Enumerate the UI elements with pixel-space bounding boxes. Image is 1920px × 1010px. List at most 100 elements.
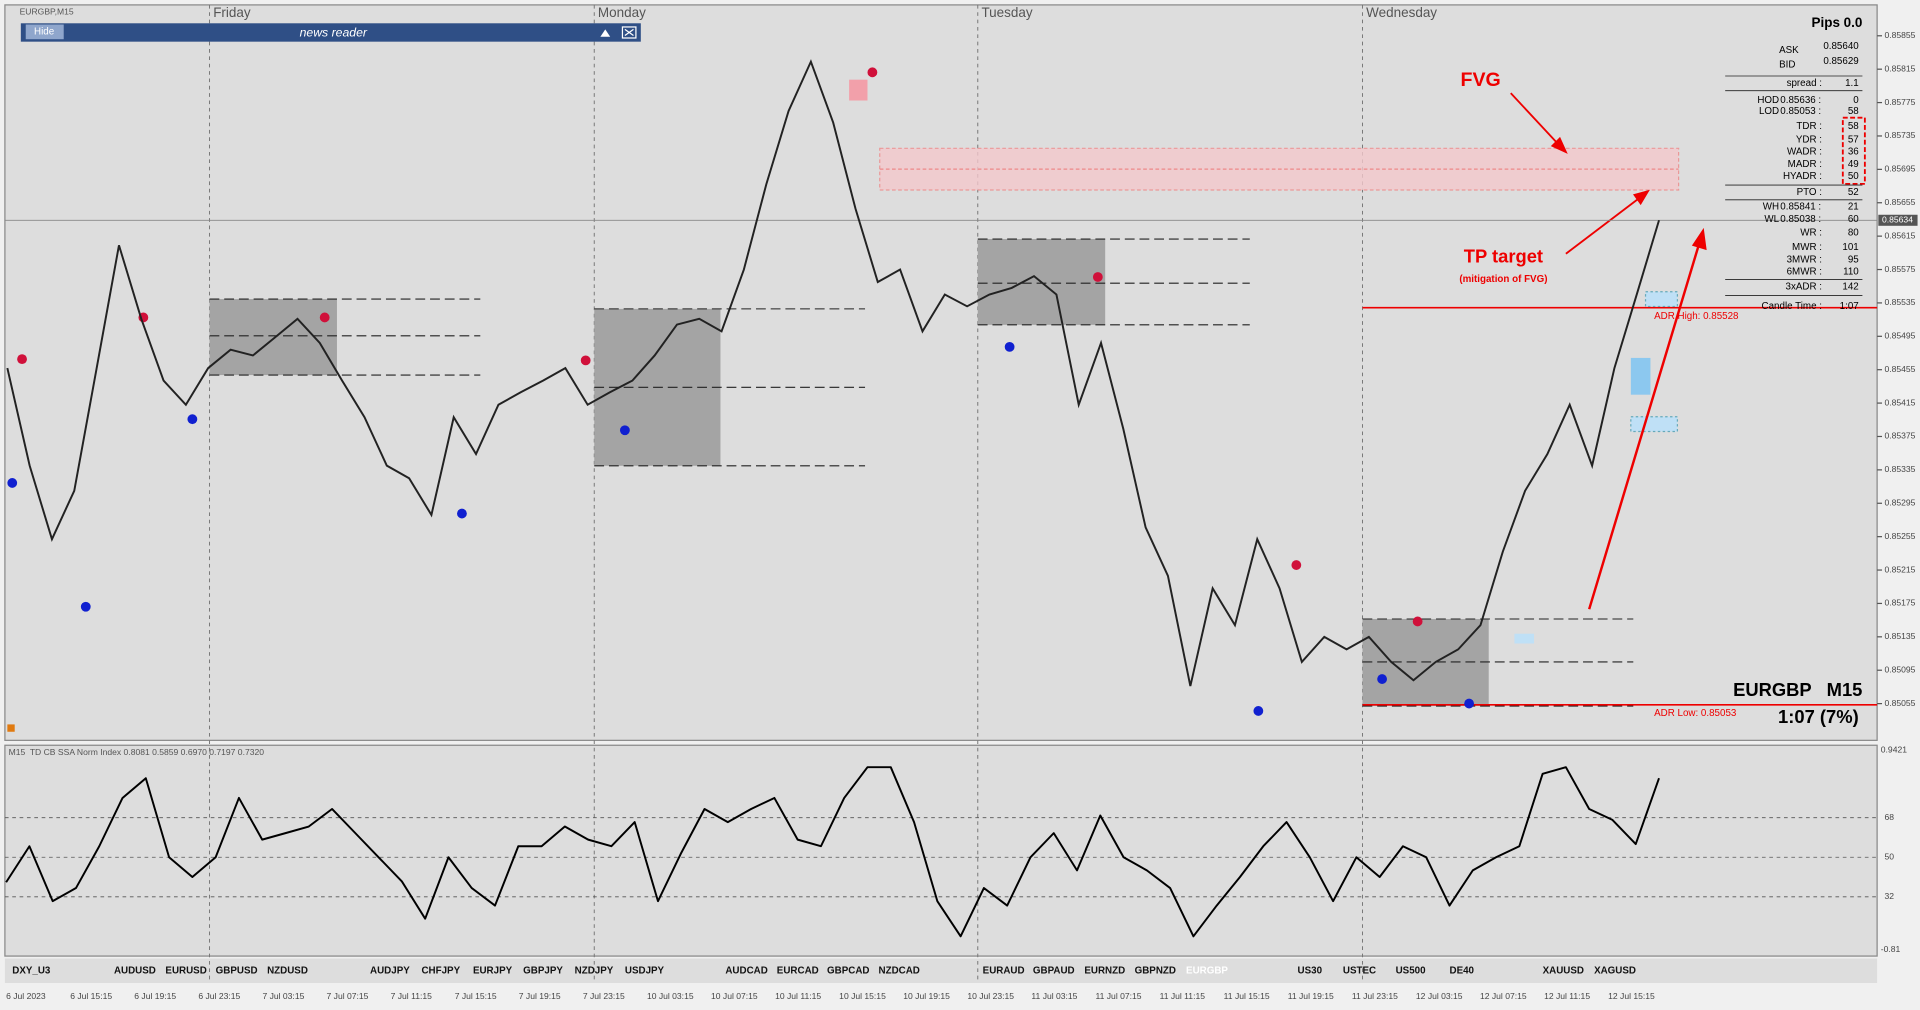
symbol-button[interactable]: EURNZD — [1084, 965, 1125, 976]
oscillator-pane — [4, 744, 1878, 957]
panel-label: WH — [1763, 202, 1779, 213]
time-label: 11 Jul 11:15 — [1160, 991, 1206, 1001]
panel-value: 0.85640 — [1823, 41, 1859, 52]
current-price-label: 0.85634 — [1882, 215, 1913, 225]
symbol-button[interactable]: AUDCAD — [725, 965, 767, 976]
symbol-button[interactable]: NZDUSD — [267, 965, 308, 976]
collapse-icon[interactable] — [600, 29, 611, 37]
time-label: 11 Jul 07:15 — [1096, 991, 1142, 1001]
osc-min: -0.81 — [1881, 944, 1901, 954]
panel-label: BID — [1779, 60, 1795, 71]
time-label: 6 Jul 23:15 — [198, 991, 240, 1001]
panel-label: PTO : — [1797, 187, 1822, 198]
symbol-button[interactable]: XAGUSD — [1594, 965, 1636, 976]
y-tick-label: 0.85695 — [1884, 164, 1915, 174]
time-label: 7 Jul 11:15 — [391, 991, 432, 1001]
symbol-button[interactable]: USTEC — [1343, 965, 1376, 976]
y-tick-label: 0.85415 — [1884, 397, 1915, 407]
panel-label: 3xADR : — [1786, 281, 1822, 292]
symbol-button[interactable]: GBPUSD — [216, 965, 258, 976]
panel-value: 49 — [1848, 159, 1859, 170]
panel-value: 58 — [1848, 106, 1859, 117]
panel-label: HYADR : — [1783, 171, 1822, 182]
symbol-button[interactable]: US30 — [1298, 965, 1323, 976]
panel-label: WL — [1764, 214, 1779, 225]
symbol-button[interactable]: NZDCAD — [879, 965, 920, 976]
y-tick-label: 0.85655 — [1884, 197, 1915, 207]
symbol-button[interactable]: CHFJPY — [421, 965, 460, 976]
panel-value: 36 — [1848, 147, 1859, 158]
y-tick-label: 0.85095 — [1884, 664, 1915, 674]
time-label: 11 Jul 15:15 — [1224, 991, 1270, 1001]
symbol-button[interactable]: EURJPY — [473, 965, 513, 976]
osc-line — [5, 766, 1660, 938]
symbol-button[interactable]: EURUSD — [165, 965, 206, 976]
time-label: 11 Jul 19:15 — [1288, 991, 1334, 1001]
panel-label: MWR : — [1792, 242, 1822, 253]
panel-value: 142 — [1842, 281, 1858, 292]
symbol-button[interactable]: DXY_U3 — [12, 965, 51, 976]
panel-label: 3MWR : — [1787, 254, 1822, 265]
close-icon[interactable] — [621, 26, 637, 39]
time-label: 12 Jul 11:15 — [1544, 991, 1590, 1001]
osc-tick-label: 68 — [1884, 812, 1894, 822]
adr-low: ADR Low: 0.85053 — [1654, 708, 1737, 719]
y-tick-label: 0.85495 — [1884, 331, 1915, 341]
symbol-button[interactable]: EURGBP — [1186, 965, 1228, 976]
day-label: Monday — [598, 5, 646, 20]
time-label: 10 Jul 03:15 — [647, 991, 694, 1001]
symbol-button[interactable]: AUDJPY — [370, 965, 410, 976]
symbol-button[interactable]: DE40 — [1449, 965, 1474, 976]
symbol-button[interactable]: XAUUSD — [1543, 965, 1584, 976]
time-label: 10 Jul 19:15 — [903, 991, 950, 1001]
symbol-button[interactable]: GBPNZD — [1135, 965, 1176, 976]
time-label: 7 Jul 07:15 — [327, 991, 369, 1001]
time-label: 10 Jul 11:15 — [775, 991, 821, 1001]
symbol-button[interactable]: USDJPY — [625, 965, 665, 976]
y-tick-label: 0.85175 — [1884, 598, 1915, 608]
price-line — [6, 59, 1660, 687]
panel-label: LOD — [1759, 106, 1779, 117]
y-tick-label: 0.85295 — [1884, 498, 1915, 508]
fvg-label: FVG — [1461, 69, 1501, 91]
panel-value: 1:07 — [1840, 301, 1859, 312]
y-tick-label: 0.85255 — [1884, 531, 1915, 541]
symbol-button[interactable]: GBPJPY — [523, 965, 563, 976]
y-tick-label: 0.85735 — [1884, 130, 1915, 140]
panel-price: 0.85053 : — [1780, 106, 1821, 117]
symbol-button[interactable]: NZDJPY — [575, 965, 614, 976]
adr-high: ADR High: 0.85528 — [1654, 311, 1739, 322]
panel-label: TDR : — [1796, 121, 1822, 132]
time-label: 10 Jul 15:15 — [839, 991, 886, 1001]
symbol-button[interactable]: EURAUD — [983, 965, 1025, 976]
panel-value: 1.1 — [1845, 78, 1859, 89]
day-label: Friday — [213, 5, 251, 20]
panel-value: 0.85629 — [1823, 56, 1858, 67]
news-title: news reader — [300, 25, 368, 39]
zones — [7, 79, 1878, 732]
time-label: 7 Jul 19:15 — [519, 991, 561, 1001]
time-label: 7 Jul 15:15 — [455, 991, 497, 1001]
y-tick-label: 0.85855 — [1884, 30, 1915, 40]
symbol-button[interactable]: EURCAD — [777, 965, 819, 976]
time-label: 11 Jul 23:15 — [1352, 991, 1398, 1001]
markers — [7, 67, 1475, 716]
panel-price: 0.85038 : — [1780, 214, 1821, 225]
day-label: Wednesday — [1366, 5, 1437, 20]
panel-label: WR : — [1800, 227, 1822, 238]
symbol-button[interactable]: US500 — [1396, 965, 1427, 976]
adr-box — [1841, 116, 1866, 185]
symbol-button[interactable]: GBPAUD — [1033, 965, 1075, 976]
panel-value: 80 — [1848, 227, 1859, 238]
y-tick-label: 0.85535 — [1884, 297, 1915, 307]
hide-button-label[interactable]: Hide — [34, 26, 55, 37]
candle-timer: 1:07 (7%) — [1778, 706, 1859, 727]
current-price-box — [1878, 214, 1918, 226]
annotation-arrows — [1510, 92, 1707, 610]
hide-button[interactable] — [25, 24, 64, 40]
symbol-button[interactable]: AUDUSD — [114, 965, 156, 976]
panel-label: Candle Time : — [1762, 301, 1822, 312]
tp-label: TP target — [1464, 245, 1543, 266]
symbol-button[interactable]: GBPCAD — [827, 965, 869, 976]
